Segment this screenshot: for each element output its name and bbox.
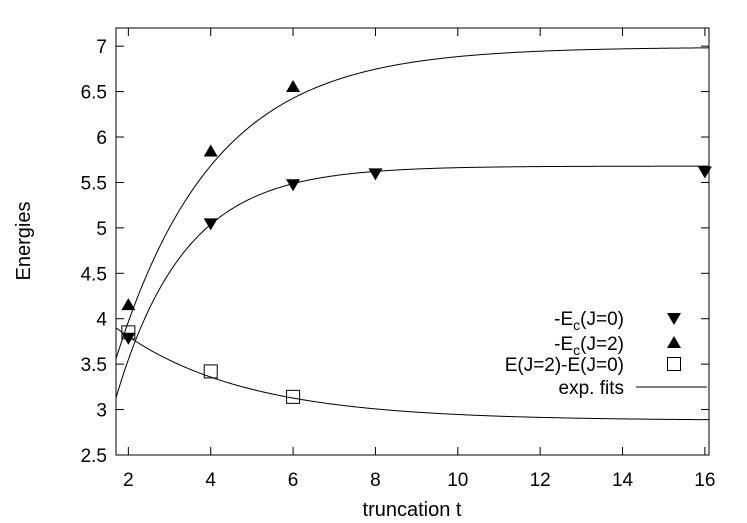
data-point-series-0 [697, 166, 712, 179]
legend: -Ec(J=0)-Ec(J=2)E(J=2)-E(J=0)exp. fits [505, 309, 707, 399]
legend-marker-2 [667, 357, 681, 371]
y-tick-label: 3 [96, 401, 107, 422]
y-tick-label: 5 [96, 219, 107, 240]
data-point-series-2 [121, 325, 136, 340]
y-tick-label: 6.5 [81, 83, 107, 104]
x-tick-label: 16 [694, 470, 715, 491]
data-point-series-2 [203, 364, 218, 379]
legend-label-1: -Ec(J=2) [554, 334, 624, 358]
legend-marker-0 [667, 313, 681, 325]
y-tick-label: 4 [96, 310, 107, 331]
fit-curve-2 [115, 327, 710, 421]
legend-marker-1 [667, 336, 681, 348]
x-tick-label: 14 [612, 470, 634, 491]
y-tick-label: 4.5 [81, 264, 107, 285]
data-points [121, 80, 712, 404]
y-tick-label: 6 [96, 128, 107, 149]
legend-label-2: E(J=2)-E(J=0) [505, 355, 624, 376]
data-point-series-1 [203, 144, 218, 157]
data-point-series-0 [203, 218, 218, 231]
x-tick-label: 6 [288, 470, 299, 491]
x-tick-label: 4 [205, 470, 216, 491]
data-point-series-1 [121, 298, 136, 311]
fit-curve-1 [115, 47, 710, 359]
y-tick-labels: 2.5 3 3.5 4 4.5 5 5.5 6 6.5 7 [81, 37, 108, 467]
data-point-series-2 [286, 389, 301, 404]
x-tick-label: 12 [530, 470, 551, 491]
y-tick-label: 3.5 [81, 355, 107, 376]
legend-label-fits: exp. fits [559, 378, 624, 399]
y-axis-label: Energies [13, 202, 35, 281]
data-point-series-0 [368, 168, 383, 181]
data-point-series-1 [286, 80, 301, 93]
y-tick-label: 2.5 [81, 446, 107, 467]
plot-frame [115, 27, 710, 456]
y-tick-label: 5.5 [81, 173, 107, 194]
x-tick-label: 8 [370, 470, 381, 491]
data-point-series-0 [286, 179, 301, 192]
x-tick-label: 2 [123, 470, 134, 491]
y-tick-label: 7 [96, 37, 107, 58]
tick-marks [116, 28, 709, 456]
x-tick-label: 10 [447, 470, 468, 491]
legend-label-0: -Ec(J=0) [554, 309, 624, 333]
x-axis-label: truncation t [363, 499, 462, 521]
x-tick-labels: 2 4 6 8 10 12 14 16 [123, 470, 715, 491]
